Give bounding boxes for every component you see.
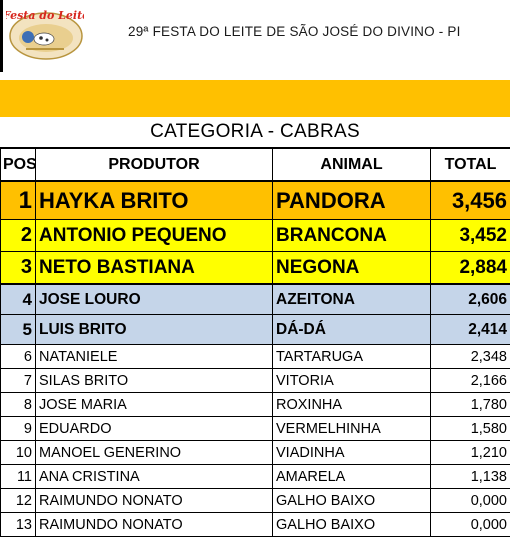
left-edge-border: [0, 0, 3, 72]
pos-cell: 3: [0, 251, 36, 285]
animal-cell: VIADINHA: [272, 440, 431, 465]
animal-cell: GALHO BAIXO: [272, 488, 431, 513]
total-cell: 2,348: [430, 344, 510, 369]
pos-cell: 12: [0, 488, 36, 513]
animal-cell: AZEITONA: [272, 283, 431, 315]
pos-cell: 10: [0, 440, 36, 465]
header: Festa do Leite 29ª FESTA DO LEITE DE SÃO…: [0, 0, 510, 72]
total-cell: 1,210: [430, 440, 510, 465]
pos-cell: 9: [0, 416, 36, 441]
table-row-5: 5 LUIS BRITO DÁ-DÁ 2,414: [0, 314, 510, 345]
producer-cell: ANA CRISTINA: [35, 464, 273, 489]
producer-cell: NATANIELE: [35, 344, 273, 369]
total-cell: 3,456: [430, 180, 510, 220]
table-header-row: POS PRODUTOR ANIMAL TOTAL: [0, 147, 510, 182]
pos-cell: 4: [0, 283, 36, 315]
table-row-13: 13 RAIMUNDO NONATO GALHO BAIXO 0,000: [0, 512, 510, 537]
table-row-1: 1 HAYKA BRITO PANDORA 3,456: [0, 180, 510, 220]
table-row-8: 8 JOSE MARIA ROXINHA 1,780: [0, 392, 510, 417]
animal-cell: GALHO BAIXO: [272, 512, 431, 537]
animal-cell: DÁ-DÁ: [272, 314, 431, 345]
animal-cell: NEGONA: [272, 251, 431, 285]
column-header-pos: POS: [0, 147, 36, 182]
animal-cell: TARTARUGA: [272, 344, 431, 369]
column-header-producer: PRODUTOR: [35, 147, 273, 182]
logo-text: Festa do Leite: [6, 9, 84, 22]
total-cell: 2,884: [430, 251, 510, 285]
total-cell: 2,606: [430, 283, 510, 315]
table-row-7: 7 SILAS BRITO VITORIA 2,166: [0, 368, 510, 393]
producer-cell: ANTONIO PEQUENO: [35, 219, 273, 252]
producer-cell: HAYKA BRITO: [35, 180, 273, 220]
table-row-12: 12 RAIMUNDO NONATO GALHO BAIXO 0,000: [0, 488, 510, 513]
festa-do-leite-logo: Festa do Leite: [6, 9, 84, 60]
column-header-total: TOTAL: [430, 147, 510, 182]
pos-cell: 1: [0, 180, 36, 220]
animal-cell: AMARELA: [272, 464, 431, 489]
table-row-4: 4 JOSE LOURO AZEITONA 2,606: [0, 283, 510, 315]
total-cell: 1,138: [430, 464, 510, 489]
producer-cell: JOSE LOURO: [35, 283, 273, 315]
total-cell: 2,166: [430, 368, 510, 393]
producer-cell: SILAS BRITO: [35, 368, 273, 393]
total-cell: 1,780: [430, 392, 510, 417]
pos-cell: 8: [0, 392, 36, 417]
table-row-6: 6 NATANIELE TARTARUGA 2,348: [0, 344, 510, 369]
producer-cell: JOSE MARIA: [35, 392, 273, 417]
animal-cell: PANDORA: [272, 180, 431, 220]
pos-cell: 5: [0, 314, 36, 345]
producer-cell: MANOEL GENERINO: [35, 440, 273, 465]
pos-cell: 6: [0, 344, 36, 369]
total-cell: 3,452: [430, 219, 510, 252]
total-cell: 0,000: [430, 512, 510, 537]
orange-banner: [0, 80, 510, 117]
pos-cell: 7: [0, 368, 36, 393]
table-row-10: 10 MANOEL GENERINO VIADINHA 1,210: [0, 440, 510, 465]
table-row-11: 11 ANA CRISTINA AMARELA 1,138: [0, 464, 510, 489]
category-title: CATEGORIA - CABRAS: [150, 121, 360, 142]
producer-cell: EDUARDO: [35, 416, 273, 441]
animal-cell: ROXINHA: [272, 392, 431, 417]
pos-cell: 11: [0, 464, 36, 489]
animal-cell: VITORIA: [272, 368, 431, 393]
results-table: POS PRODUTOR ANIMAL TOTAL 1 HAYKA BRITO …: [0, 147, 510, 537]
animal-cell: VERMELHINHA: [272, 416, 431, 441]
total-cell: 0,000: [430, 488, 510, 513]
pos-cell: 13: [0, 512, 36, 537]
table-row-3: 3 NETO BASTIANA NEGONA 2,884: [0, 251, 510, 285]
producer-cell: RAIMUNDO NONATO: [35, 488, 273, 513]
producer-cell: NETO BASTIANA: [35, 251, 273, 285]
pos-cell: 2: [0, 219, 36, 252]
column-header-animal: ANIMAL: [272, 147, 431, 182]
table-row-9: 9 EDUARDO VERMELHINHA 1,580: [0, 416, 510, 441]
total-cell: 2,414: [430, 314, 510, 345]
total-cell: 1,580: [430, 416, 510, 441]
table-row-2: 2 ANTONIO PEQUENO BRANCONA 3,452: [0, 219, 510, 252]
event-title: 29ª FESTA DO LEITE DE SÃO JOSÉ DO DIVINO…: [128, 24, 461, 39]
producer-cell: RAIMUNDO NONATO: [35, 512, 273, 537]
animal-cell: BRANCONA: [272, 219, 431, 252]
producer-cell: LUIS BRITO: [35, 314, 273, 345]
